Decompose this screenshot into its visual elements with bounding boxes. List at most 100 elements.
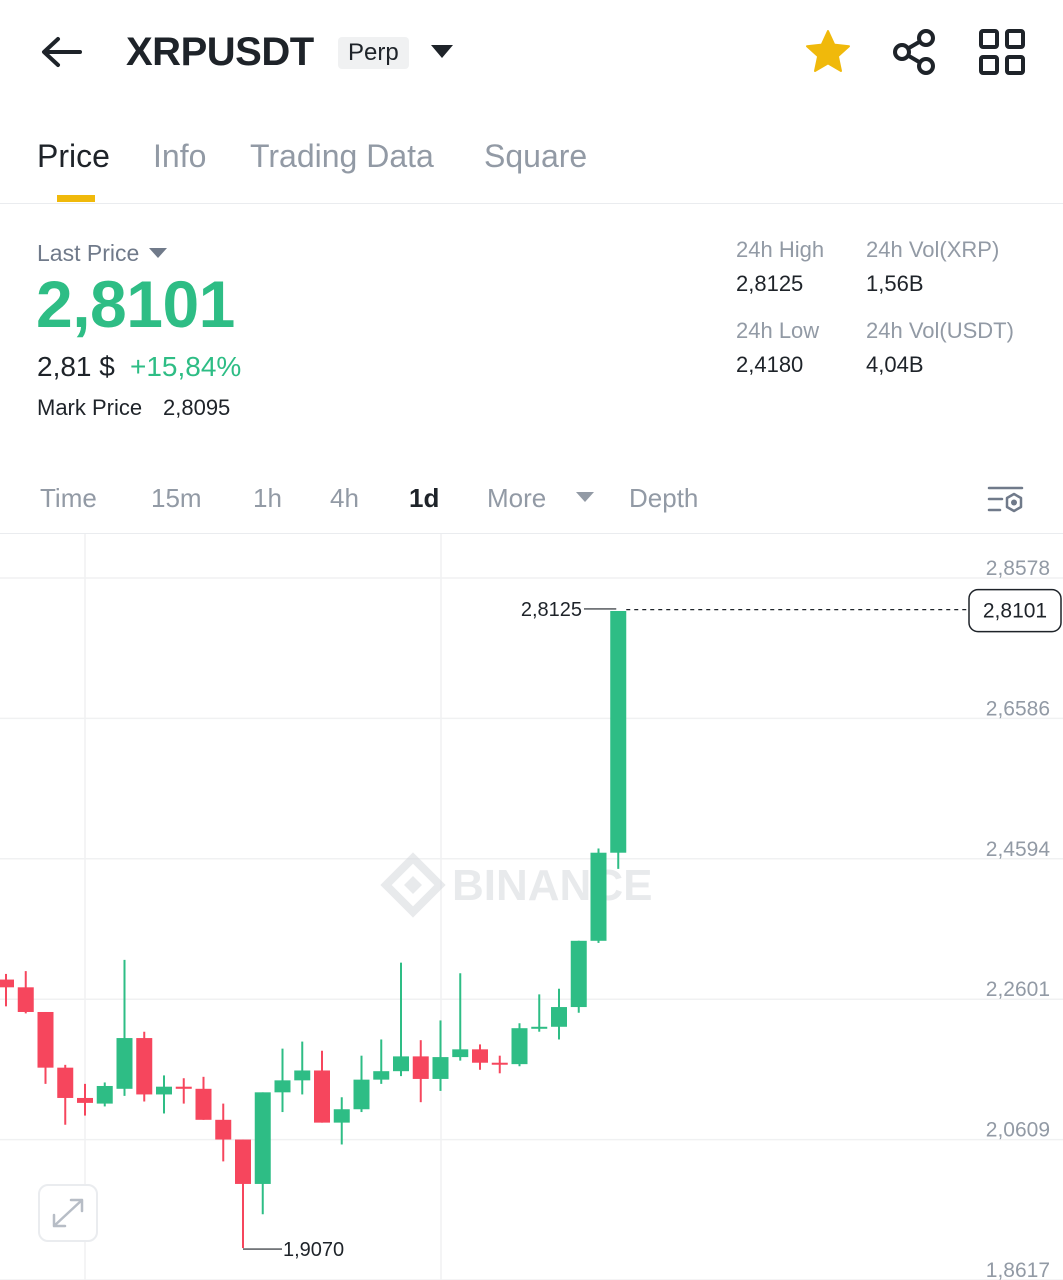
candle-body: [156, 1086, 172, 1095]
interval-4h[interactable]: 4h: [330, 483, 359, 513]
watermark-text: BINANCE: [452, 861, 652, 910]
vol-base-24h-value: 1,56B: [866, 271, 924, 296]
y-tick-label: 2,2601: [986, 978, 1050, 1001]
candle-body: [393, 1056, 409, 1072]
usd-price-value: 2,81 $: [37, 351, 115, 382]
grid-icon: [979, 29, 1025, 75]
candle: [195, 1076, 212, 1120]
menu-grid-button[interactable]: [978, 28, 1026, 76]
tab-price[interactable]: Price: [37, 138, 110, 174]
candle: [412, 1040, 429, 1103]
candle: [0, 973, 14, 1007]
candle-body: [254, 1092, 271, 1184]
candle-body: [57, 1067, 74, 1098]
candle: [175, 1078, 192, 1104]
candle-body: [314, 1070, 330, 1123]
price-markers: 2,8125 2,8101 1,9070: [243, 588, 1062, 1261]
high-marker-label: 2,8125: [521, 599, 582, 621]
top-bar: XRPUSDT Perp: [0, 0, 1063, 104]
candle-body: [333, 1109, 350, 1123]
binance-watermark: BINANCE: [380, 852, 652, 918]
mark-price-value: 2,8095: [163, 395, 231, 420]
low-marker-label: 1,9070: [283, 1239, 344, 1261]
candles: [0, 610, 627, 1249]
candle: [116, 959, 133, 1096]
y-tick-label: 2,8578: [986, 557, 1050, 580]
candle: [590, 848, 607, 943]
candle: [37, 1011, 54, 1084]
favorite-button[interactable]: [804, 28, 852, 76]
candle-body: [37, 1011, 54, 1068]
symbol-dropdown-button[interactable]: [426, 38, 458, 66]
candle: [215, 1103, 232, 1162]
interval-depth[interactable]: Depth: [629, 483, 699, 513]
last-price-tag-label: 2,8101: [983, 600, 1047, 623]
candle-body: [215, 1119, 232, 1140]
tab-square[interactable]: Square: [484, 138, 588, 174]
candle: [353, 1055, 370, 1113]
y-tick-label: 1,8617: [986, 1259, 1050, 1280]
candle: [314, 1050, 330, 1123]
interval-bar: Time 15m 1h 4h 1d More Depth: [0, 470, 1063, 534]
candle-body: [77, 1097, 93, 1103]
candle: [57, 1064, 74, 1125]
fullscreen-button[interactable]: [38, 1184, 98, 1242]
candlestick-chart[interactable]: BINANCE 2,8578 2,6586 2,4594 2,2601 2,0609 1,…: [0, 534, 1063, 1280]
y-tick-label: 2,4594: [986, 838, 1051, 861]
mark-price-label: Mark Price: [37, 395, 143, 420]
vol-base-24h-label: 24h Vol(XRP): [866, 237, 1000, 262]
section-tabs: Price Info Trading Data Square: [0, 120, 1063, 204]
candle-body: [0, 979, 14, 988]
candle: [551, 988, 567, 1040]
candle-body: [432, 1057, 449, 1079]
candle: [333, 1097, 350, 1145]
candle: [156, 1075, 172, 1114]
contract-type-badge: Perp: [338, 37, 409, 69]
candle: [254, 1092, 271, 1215]
tab-trading-data[interactable]: Trading Data: [250, 138, 434, 174]
candle-body: [116, 1038, 133, 1089]
y-tick-label: 2,6586: [986, 697, 1050, 720]
candle: [491, 1055, 508, 1074]
caret-down-icon: [431, 45, 453, 58]
vol-quote-24h-label: 24h Vol(USDT): [866, 318, 1014, 343]
candle: [393, 962, 409, 1077]
symbol-title[interactable]: XRPUSDT: [126, 30, 314, 74]
candle: [452, 973, 469, 1061]
share-button[interactable]: [890, 28, 940, 76]
back-button[interactable]: [36, 26, 88, 78]
interval-15m[interactable]: 15m: [151, 483, 202, 513]
candle-body: [294, 1070, 311, 1081]
share-icon: [893, 29, 935, 75]
candle: [235, 1139, 251, 1249]
candle-body: [452, 1049, 469, 1058]
candle-body: [96, 1085, 113, 1104]
candle-body: [175, 1086, 192, 1089]
last-price-label: Last Price: [37, 240, 140, 266]
caret-down-icon: [576, 492, 594, 502]
interval-more[interactable]: More: [487, 483, 547, 513]
candle: [274, 1048, 291, 1113]
interval-time[interactable]: Time: [40, 483, 97, 513]
candle: [373, 1039, 390, 1084]
chart-settings-button[interactable]: [984, 478, 1028, 522]
candle-body: [412, 1056, 429, 1079]
y-tick-label: 2,0609: [986, 1119, 1050, 1142]
candle: [136, 1031, 153, 1102]
tab-info[interactable]: Info: [153, 138, 207, 174]
last-price-tag-box: [968, 588, 1062, 633]
candle: [17, 971, 34, 1014]
candle-body: [353, 1079, 370, 1110]
candle-body: [17, 987, 34, 1012]
candle-body: [136, 1038, 153, 1095]
candle-body: [373, 1071, 390, 1080]
candle: [294, 1041, 311, 1095]
candle-body: [472, 1049, 488, 1063]
last-price-selector[interactable]: Last Price: [37, 238, 168, 268]
last-price-value: 2,8101: [36, 267, 235, 341]
candle-body: [235, 1139, 251, 1184]
candle: [531, 994, 548, 1032]
candle: [432, 1020, 449, 1091]
interval-1d[interactable]: 1d: [409, 483, 440, 513]
interval-1h[interactable]: 1h: [253, 483, 282, 513]
